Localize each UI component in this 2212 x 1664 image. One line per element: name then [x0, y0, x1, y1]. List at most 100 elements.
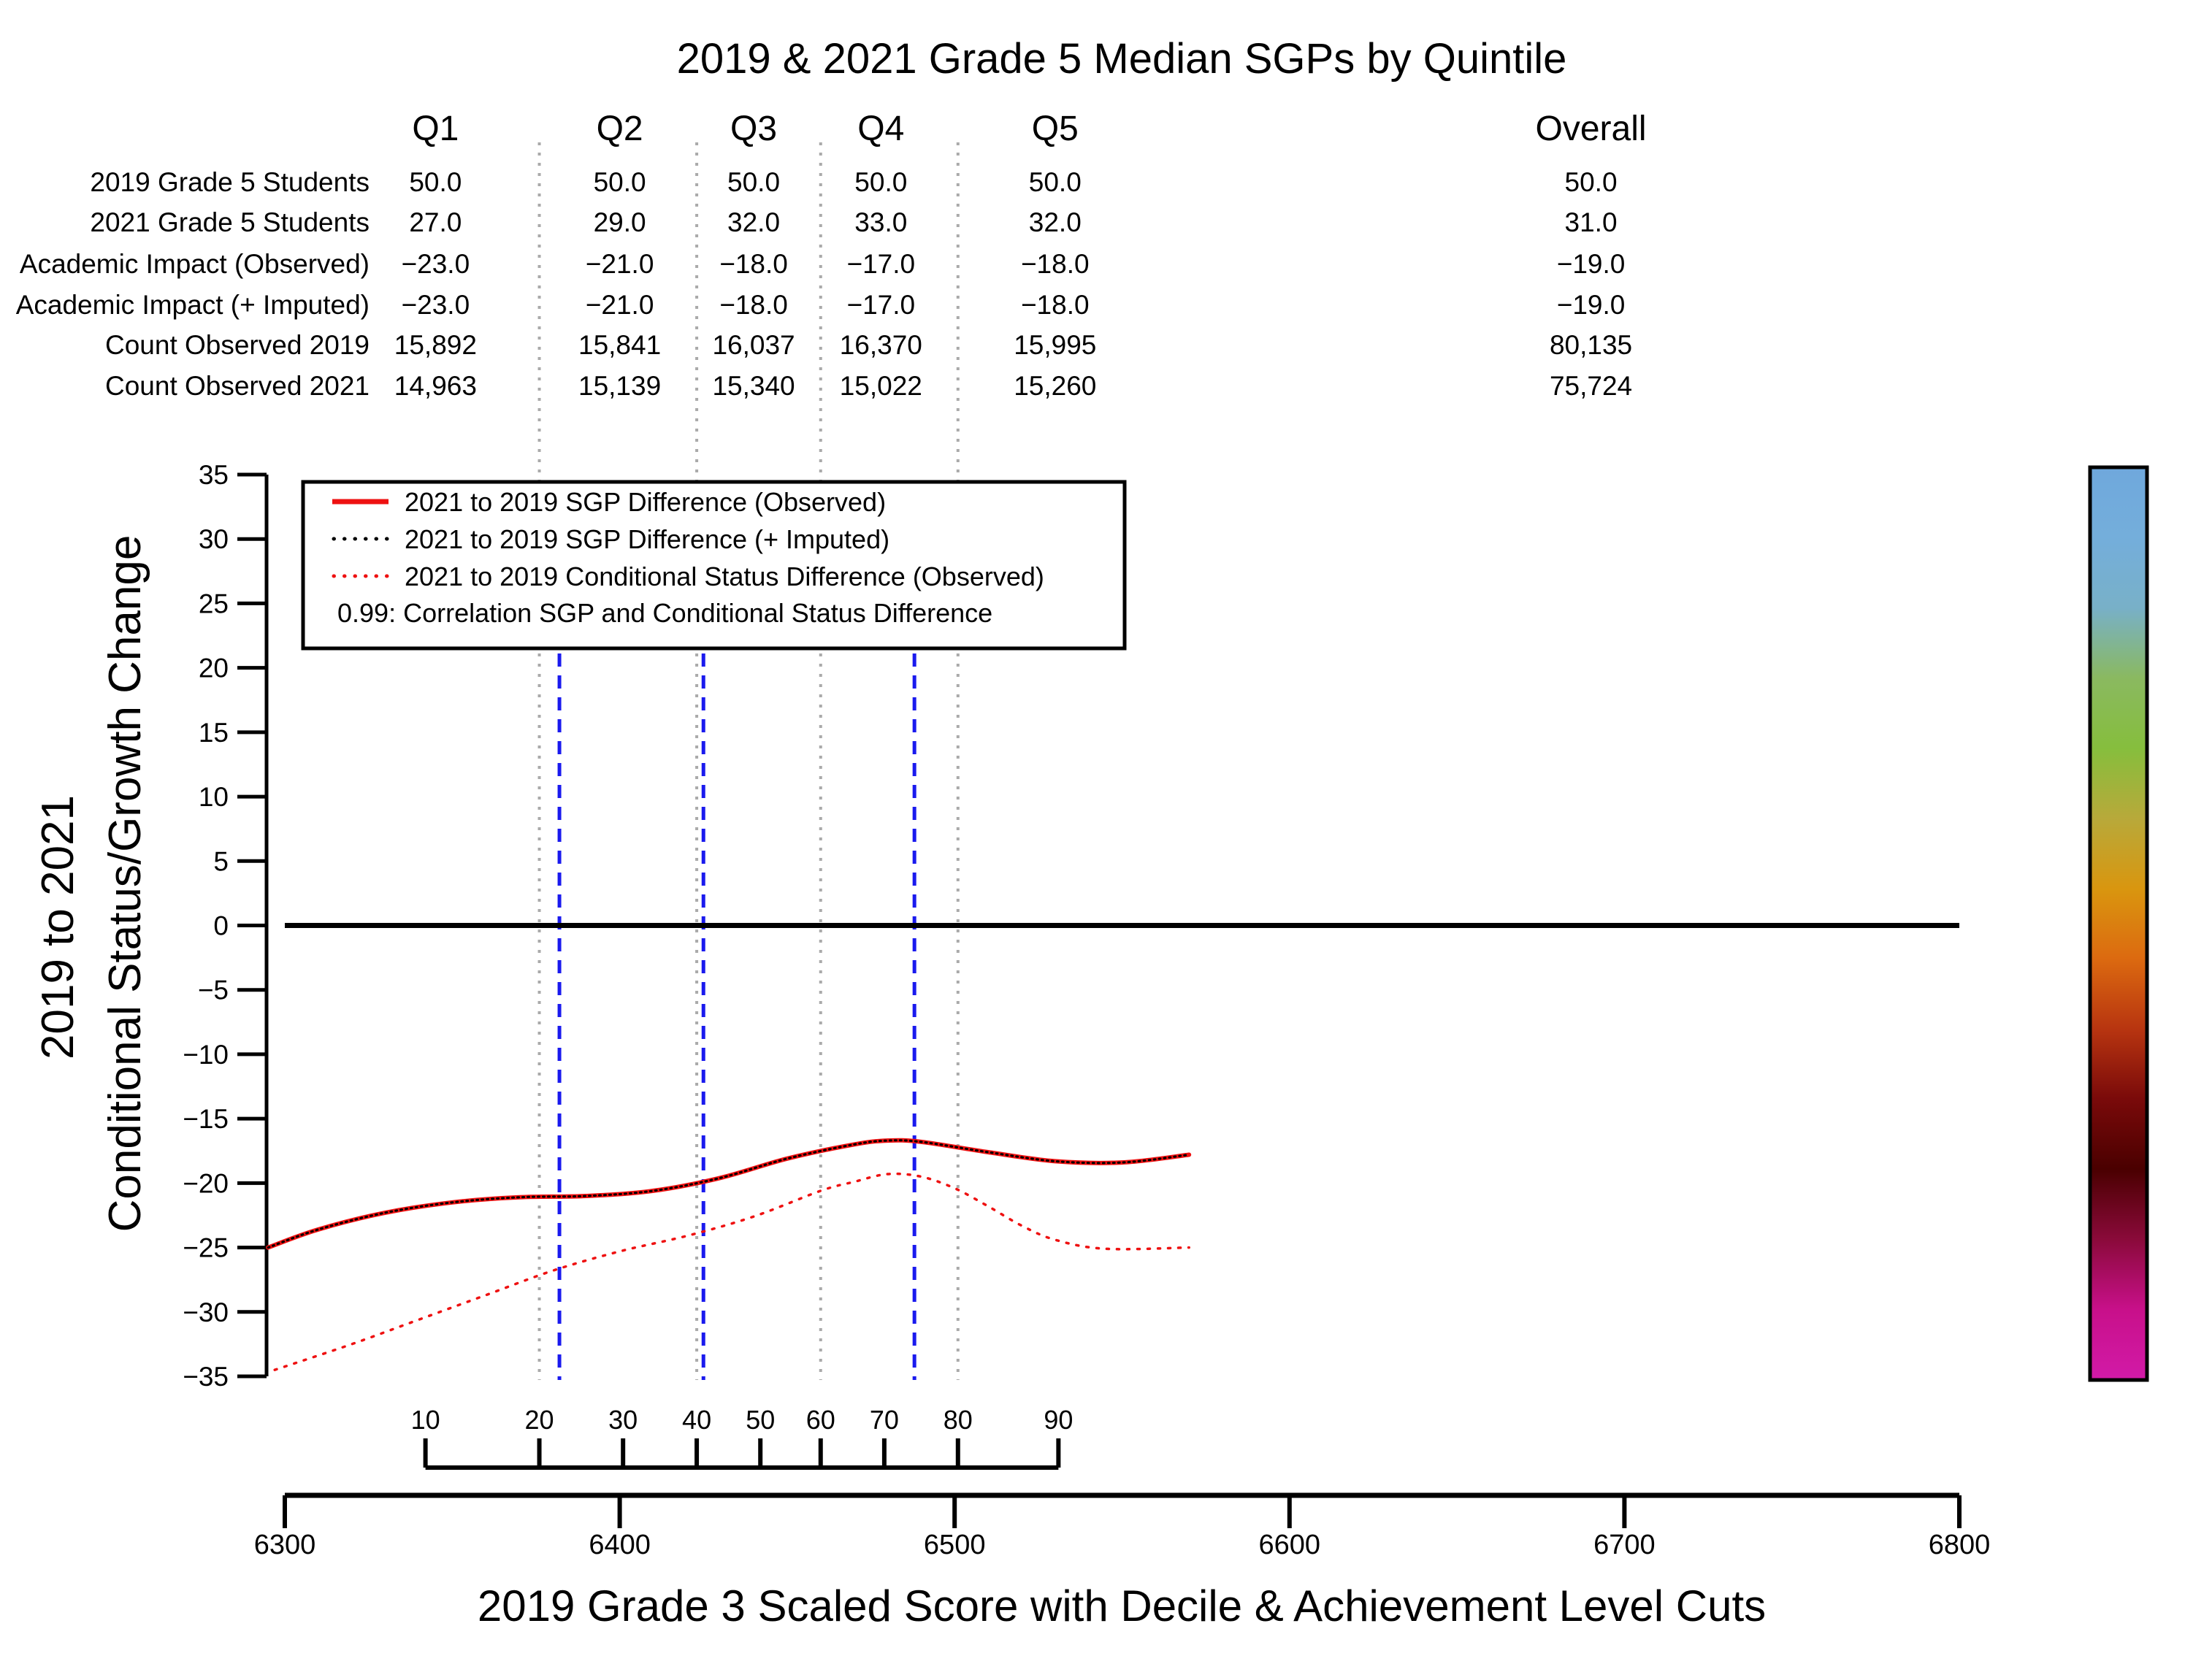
chart-title: 2019 & 2021 Grade 5 Median SGPs by Quint…: [677, 35, 1567, 83]
y-tick-label: 25: [199, 588, 229, 618]
x-tick-label: 6600: [1259, 1530, 1321, 1560]
table-cell: 16,037: [712, 330, 795, 360]
sgp-imputed-line: [267, 1139, 1190, 1249]
y-tick-label: −35: [183, 1362, 229, 1392]
table-cell: 15,022: [840, 371, 922, 401]
table-cell: 75,724: [1550, 371, 1632, 401]
table-cell: 15,260: [1014, 371, 1096, 401]
table-cell: 29.0: [594, 207, 646, 237]
y-tick-label: −15: [183, 1104, 229, 1134]
table-cell: 50.0: [594, 167, 646, 197]
table-cell: 15,340: [712, 371, 795, 401]
table-column-header: Q2: [597, 110, 643, 148]
legend: 2021 to 2019 SGP Difference (Observed) 20…: [301, 480, 1127, 651]
decile-tick-label: 90: [1044, 1405, 1073, 1435]
y-tick-label: 20: [199, 653, 229, 683]
table-cell: −17.0: [846, 249, 915, 279]
decile-tick-label: 70: [870, 1405, 899, 1435]
x-tick-label: 6300: [254, 1530, 316, 1560]
y-axis: 35 30 25 20 15 10 5 0 −5 −10 −15 −20 −25 −30 −35: [183, 460, 269, 1392]
y-tick-label: −25: [183, 1233, 229, 1263]
table-cell: 16,370: [840, 330, 922, 360]
decile-axis: 10 20 30 40 50 60 70 80 90: [411, 1405, 1073, 1470]
decile-tick-label: 50: [746, 1405, 775, 1435]
table-cell: −19.0: [1557, 249, 1626, 279]
y-tick-label: −30: [183, 1297, 229, 1327]
table-cell: −21.0: [586, 290, 654, 320]
y-tick-label: −20: [183, 1168, 229, 1198]
table-cell: −23.0: [402, 249, 470, 279]
table-cell: −21.0: [586, 249, 654, 279]
cut-lines: [537, 142, 960, 1380]
series-lines: [266, 1138, 1192, 1371]
legend-entry-label: 2021 to 2019 SGP Difference (Observed): [405, 487, 886, 517]
table-cell: 14,963: [394, 371, 477, 401]
x-tick-label: 6800: [1929, 1530, 1991, 1560]
y-tick-label: 35: [199, 460, 229, 490]
y-axis-label-line1: 2019 to 2021: [33, 795, 83, 1059]
color-bar: [2088, 465, 2149, 1382]
table-cell: −18.0: [719, 249, 788, 279]
table-cell: 31.0: [1565, 207, 1618, 237]
color-bar-rect: [2088, 465, 2149, 1382]
y-tick-label: 10: [199, 782, 229, 812]
x-tick-label: 6700: [1593, 1530, 1656, 1560]
table-row-label: Count Observed 2019: [105, 330, 370, 360]
x-tick-label: 6500: [924, 1530, 986, 1560]
decile-tick-label: 10: [411, 1405, 440, 1435]
y-tick-label: 30: [199, 524, 229, 554]
table-column-header: Overall: [1536, 110, 1647, 148]
table-cell: −23.0: [402, 290, 470, 320]
y-tick-label: 5: [213, 846, 229, 876]
legend-entry-label: 0.99: Correlation SGP and Conditional St…: [337, 598, 992, 628]
y-tick-label: 0: [213, 911, 229, 941]
decile-tick-label: 40: [682, 1405, 711, 1435]
table-cell: 32.0: [727, 207, 780, 237]
table-column-header: Q1: [412, 110, 459, 148]
table-cell: −18.0: [1021, 249, 1090, 279]
quintile-table: Q1 Q2 Q3 Q4 Q5 Overall 2019 Grade 5 Students 50…: [16, 110, 1647, 401]
legend-entry-label: 2021 to 2019 SGP Difference (+ Imputed): [405, 524, 889, 554]
y-tick-label: −10: [183, 1040, 229, 1070]
table-row-label: Academic Impact (Observed): [20, 249, 370, 279]
table-row-label: 2021 Grade 5 Students: [90, 207, 370, 237]
table-cell: 15,892: [394, 330, 477, 360]
table-cell: −18.0: [1021, 290, 1090, 320]
decile-tick-label: 30: [608, 1405, 638, 1435]
table-cell: −18.0: [719, 290, 788, 320]
sgp-observed-line: [266, 1138, 1192, 1250]
table-column-header: Q3: [730, 110, 777, 148]
table-row-label: Count Observed 2021: [105, 371, 370, 401]
table-row-label: 2019 Grade 5 Students: [90, 167, 370, 197]
table-cell: 15,995: [1014, 330, 1096, 360]
table-cell: 33.0: [854, 207, 907, 237]
table-cell: 27.0: [409, 207, 462, 237]
table-cell: 50.0: [409, 167, 462, 197]
y-axis-label-line2: Conditional Status/Growth Change: [100, 535, 150, 1232]
table-cell: 15,841: [578, 330, 661, 360]
x-axis: 6300 6400 6500 6600 6700 6800: [254, 1492, 1991, 1560]
table-cell: −17.0: [846, 290, 915, 320]
x-axis-label: 2019 Grade 3 Scaled Score with Decile & …: [478, 1581, 1766, 1630]
table-column-header: Q5: [1032, 110, 1079, 148]
decile-tick-label: 80: [944, 1405, 973, 1435]
table-cell: 50.0: [1029, 167, 1082, 197]
x-tick-label: 6400: [589, 1530, 651, 1560]
table-cell: 15,139: [578, 371, 661, 401]
legend-box: [301, 480, 1127, 651]
y-tick-label: 15: [199, 718, 229, 748]
table-cell: 50.0: [1565, 167, 1618, 197]
table-cell: 32.0: [1029, 207, 1082, 237]
y-tick-label: −5: [198, 975, 229, 1005]
table-cell: 50.0: [854, 167, 907, 197]
table-cell: 50.0: [727, 167, 780, 197]
table-row-label: Academic Impact (+ Imputed): [16, 290, 370, 320]
conditional-status-line: [273, 1172, 1190, 1371]
table-cell: 80,135: [1550, 330, 1632, 360]
decile-tick-label: 60: [806, 1405, 835, 1435]
table-cell: −19.0: [1557, 290, 1626, 320]
decile-tick-label: 20: [525, 1405, 554, 1435]
table-column-header: Q4: [857, 110, 904, 148]
legend-entry-label: 2021 to 2019 Conditional Status Differen…: [405, 561, 1044, 591]
